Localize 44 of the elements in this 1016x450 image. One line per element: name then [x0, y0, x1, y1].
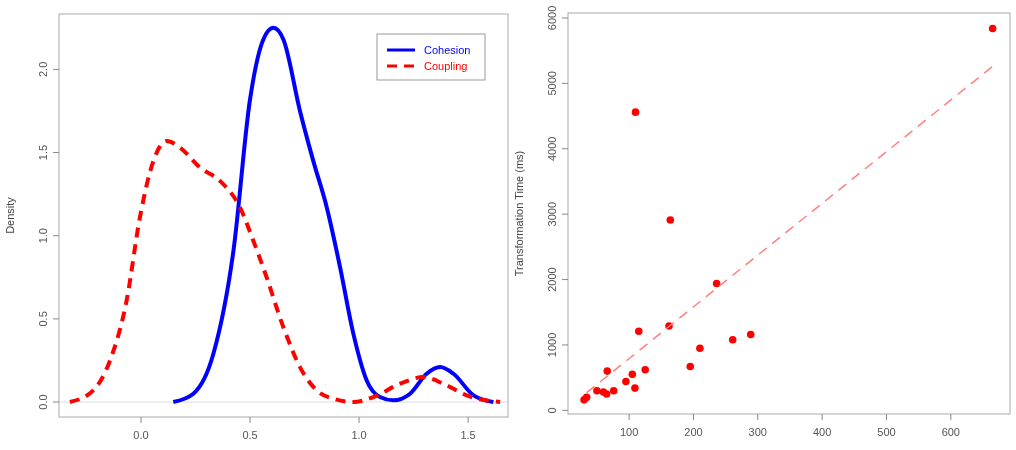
y-tick-label: 0 [546, 407, 558, 414]
y-tick-label: 5000 [546, 71, 558, 96]
point [631, 108, 640, 116]
y-tick-label: 1.5 [37, 144, 49, 161]
point [696, 344, 704, 353]
legend-label: Cohesion [424, 44, 471, 56]
x-tick-label: 200 [684, 426, 703, 438]
legend-label: Coupling [424, 60, 468, 72]
point [628, 370, 637, 379]
x-tick-label: 1.5 [460, 429, 476, 441]
y-tick-label: 6000 [546, 5, 558, 31]
point [641, 365, 650, 374]
line-series [67, 138, 503, 405]
x-tick-label: 400 [812, 426, 832, 438]
y-tick-label: 0.0 [37, 394, 49, 410]
point [634, 327, 643, 336]
line-series [171, 25, 496, 405]
point [609, 386, 618, 395]
x-tick-label: 500 [877, 426, 896, 438]
y-tick-label: 2.0 [37, 61, 49, 78]
point [712, 279, 721, 288]
point [988, 24, 997, 33]
point [728, 335, 737, 344]
x-tick-label: 1.0 [351, 429, 367, 441]
y-tick-label: 1.0 [37, 228, 49, 244]
x-tick-label: 300 [748, 426, 767, 438]
x-tick-label: 0.0 [133, 429, 149, 441]
x-tick-label: 600 [941, 426, 960, 438]
y-axis-title: Density [4, 196, 16, 234]
y-tick-label: 1000 [546, 332, 558, 358]
point [666, 216, 675, 224]
x-tick-label: 0.5 [242, 429, 258, 441]
point [631, 384, 639, 392]
point [622, 377, 630, 386]
y-axis-title: Transformation Time (ms) [513, 150, 525, 277]
point [603, 367, 612, 375]
x-tick-label: 100 [619, 426, 639, 438]
y-tick-label: 2000 [546, 267, 558, 292]
point [593, 386, 601, 395]
point [746, 330, 755, 339]
y-tick-label: 0.5 [37, 311, 49, 327]
y-tick-label: 4000 [546, 136, 558, 161]
y-tick-label: 3000 [546, 201, 558, 227]
point [686, 362, 695, 371]
